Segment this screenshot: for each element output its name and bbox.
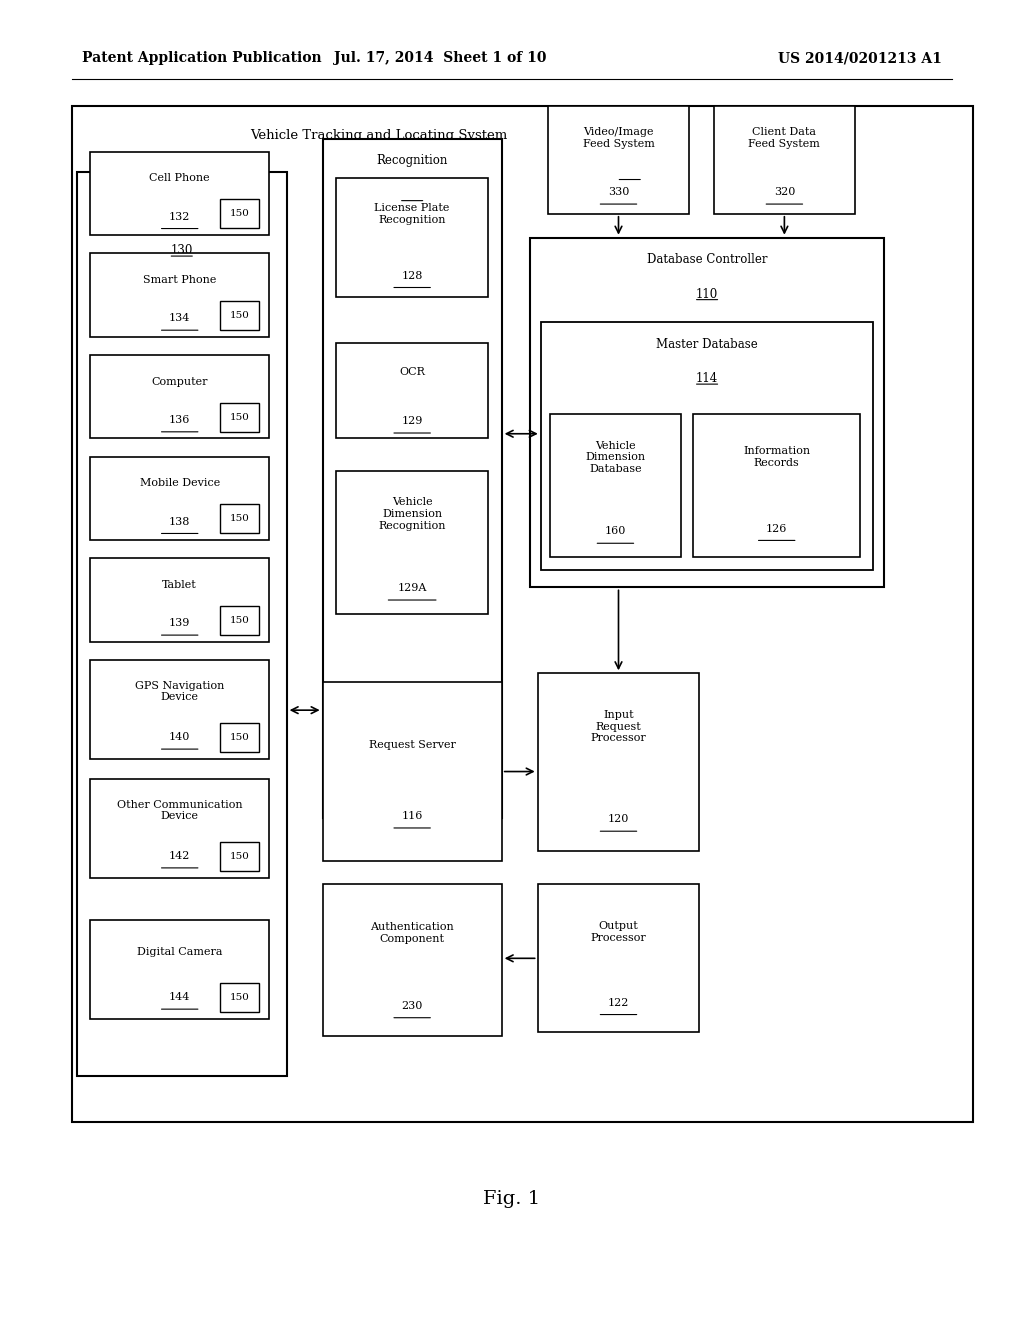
Text: 129: 129: [401, 416, 423, 426]
FancyBboxPatch shape: [323, 884, 502, 1036]
Text: 150: 150: [229, 210, 250, 218]
Text: 128: 128: [401, 271, 423, 281]
FancyBboxPatch shape: [90, 660, 269, 759]
FancyBboxPatch shape: [323, 682, 502, 861]
FancyBboxPatch shape: [90, 253, 269, 337]
Text: 122: 122: [608, 998, 629, 1007]
FancyBboxPatch shape: [714, 106, 855, 214]
Text: 160: 160: [605, 527, 626, 536]
Text: 150: 150: [229, 853, 250, 861]
Text: 138: 138: [169, 516, 190, 527]
Text: 134: 134: [169, 313, 190, 323]
Text: 142: 142: [169, 851, 190, 861]
FancyBboxPatch shape: [336, 471, 488, 614]
Text: 320: 320: [774, 187, 795, 197]
Text: Client Data
Feed System: Client Data Feed System: [749, 127, 820, 149]
Text: Database Controller: Database Controller: [647, 253, 767, 267]
Text: 139: 139: [169, 618, 190, 628]
Text: 330: 330: [608, 187, 629, 197]
Text: Recognition: Recognition: [377, 154, 447, 168]
Text: 150: 150: [229, 413, 250, 421]
FancyBboxPatch shape: [77, 172, 287, 1076]
FancyBboxPatch shape: [220, 504, 259, 533]
FancyBboxPatch shape: [548, 106, 689, 214]
FancyBboxPatch shape: [90, 920, 269, 1019]
Text: 130: 130: [171, 244, 193, 257]
Text: 136: 136: [169, 414, 190, 425]
FancyBboxPatch shape: [90, 558, 269, 642]
Text: Output
Processor: Output Processor: [591, 921, 646, 942]
FancyBboxPatch shape: [336, 343, 488, 438]
Text: 132: 132: [169, 211, 190, 222]
Text: Input
Request
Processor: Input Request Processor: [591, 710, 646, 743]
Text: Vehicle
Dimension
Database: Vehicle Dimension Database: [586, 441, 645, 474]
Text: Computer: Computer: [152, 376, 208, 387]
Text: Authentication
Component: Authentication Component: [371, 923, 454, 944]
FancyBboxPatch shape: [90, 152, 269, 235]
Text: Vehicle
Dimension
Recognition: Vehicle Dimension Recognition: [379, 498, 445, 531]
Text: Fig. 1: Fig. 1: [483, 1189, 541, 1208]
FancyBboxPatch shape: [541, 322, 873, 570]
Text: 129A: 129A: [397, 583, 427, 593]
Text: OCR: OCR: [399, 367, 425, 376]
Text: Master Database: Master Database: [656, 338, 758, 351]
FancyBboxPatch shape: [72, 106, 973, 1122]
FancyBboxPatch shape: [336, 178, 488, 297]
Text: 126: 126: [766, 524, 787, 533]
FancyBboxPatch shape: [220, 606, 259, 635]
Text: Digital Camera: Digital Camera: [137, 946, 222, 957]
Text: Other Communication
Device: Other Communication Device: [117, 800, 243, 821]
FancyBboxPatch shape: [693, 414, 860, 557]
Text: 230: 230: [401, 1001, 423, 1011]
FancyBboxPatch shape: [220, 983, 259, 1012]
FancyBboxPatch shape: [538, 673, 699, 851]
Text: 114: 114: [696, 372, 718, 385]
Text: Information
Records: Information Records: [743, 446, 810, 469]
Text: Jul. 17, 2014  Sheet 1 of 10: Jul. 17, 2014 Sheet 1 of 10: [334, 51, 547, 65]
FancyBboxPatch shape: [220, 199, 259, 228]
FancyBboxPatch shape: [538, 884, 699, 1032]
Text: Cell Phone: Cell Phone: [150, 173, 210, 183]
Text: 100: 100: [620, 129, 645, 143]
Text: 150: 150: [229, 994, 250, 1002]
FancyBboxPatch shape: [220, 301, 259, 330]
FancyBboxPatch shape: [90, 779, 269, 878]
FancyBboxPatch shape: [90, 355, 269, 438]
Text: Vehicle Tracking and Locating System: Vehicle Tracking and Locating System: [250, 129, 508, 143]
FancyBboxPatch shape: [550, 414, 681, 557]
Text: 120: 120: [608, 814, 629, 824]
Text: 140: 140: [169, 733, 190, 742]
Text: Patent Application Publication: Patent Application Publication: [82, 51, 322, 65]
Text: Video/Image
Feed System: Video/Image Feed System: [583, 127, 654, 149]
Text: 127: 127: [401, 189, 423, 202]
FancyBboxPatch shape: [220, 403, 259, 432]
FancyBboxPatch shape: [530, 238, 884, 587]
FancyBboxPatch shape: [220, 723, 259, 752]
Text: License Plate
Recognition: License Plate Recognition: [375, 203, 450, 224]
Text: External Communication
Devices: External Communication Devices: [108, 187, 256, 215]
Text: Request Server: Request Server: [369, 739, 456, 750]
Text: GPS Navigation
Device: GPS Navigation Device: [135, 681, 224, 702]
Text: Smart Phone: Smart Phone: [143, 275, 216, 285]
FancyBboxPatch shape: [90, 457, 269, 540]
Text: 150: 150: [229, 734, 250, 742]
Text: 150: 150: [229, 312, 250, 319]
Text: 150: 150: [229, 616, 250, 624]
Text: Mobile Device: Mobile Device: [139, 478, 220, 488]
Text: 150: 150: [229, 515, 250, 523]
Text: Tablet: Tablet: [163, 579, 197, 590]
Text: 144: 144: [169, 993, 190, 1002]
FancyBboxPatch shape: [323, 139, 502, 818]
FancyBboxPatch shape: [220, 842, 259, 871]
Text: 110: 110: [696, 288, 718, 301]
Text: US 2014/0201213 A1: US 2014/0201213 A1: [778, 51, 942, 65]
Text: 116: 116: [401, 810, 423, 821]
